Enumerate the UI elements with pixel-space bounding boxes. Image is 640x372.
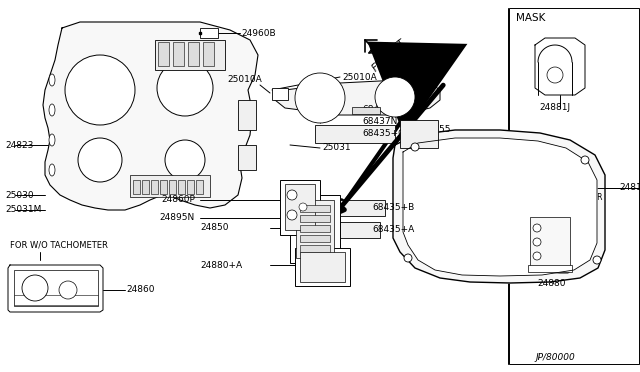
Bar [530, 217, 570, 267]
Bar [196, 180, 203, 194]
Circle shape [287, 190, 297, 200]
Bar [14, 270, 98, 306]
Text: 68437N: 68437N [362, 118, 397, 126]
Text: FOR W/O TACHOMETER: FOR W/O TACHOMETER [514, 192, 602, 202]
Text: 24813: 24813 [619, 183, 640, 192]
Text: 24855: 24855 [422, 125, 451, 135]
Text: 24960B: 24960B [241, 29, 276, 38]
Text: 4WD: 4WD [548, 77, 562, 83]
Bar [155, 40, 225, 70]
Circle shape [59, 281, 77, 299]
Text: 24823: 24823 [5, 141, 33, 150]
Text: 25031: 25031 [322, 144, 351, 153]
Text: 24881J: 24881J [539, 103, 570, 112]
Polygon shape [393, 130, 605, 283]
Ellipse shape [49, 104, 55, 116]
Circle shape [533, 252, 541, 260]
Circle shape [404, 254, 412, 262]
Text: 24850: 24850 [200, 224, 228, 232]
Text: 24880: 24880 [537, 279, 566, 288]
Bar [160, 180, 167, 194]
Bar [300, 215, 330, 222]
Text: 68435+A: 68435+A [372, 225, 414, 234]
Bar [300, 205, 330, 212]
Text: 25030: 25030 [5, 190, 34, 199]
Text: 24860: 24860 [126, 285, 154, 295]
Text: 68435+B: 68435+B [372, 203, 414, 212]
Bar [295, 248, 350, 286]
Bar [290, 195, 340, 263]
Polygon shape [535, 38, 585, 95]
Bar [400, 120, 438, 148]
Ellipse shape [49, 134, 55, 146]
Bar [296, 200, 334, 258]
Bar [315, 125, 395, 143]
Polygon shape [43, 22, 258, 210]
Text: 25031M: 25031M [5, 205, 42, 215]
Circle shape [287, 210, 297, 220]
Bar [280, 180, 320, 235]
Bar [285, 184, 315, 230]
Circle shape [547, 67, 563, 83]
Bar [14, 295, 98, 305]
Bar [203, 42, 214, 66]
Polygon shape [403, 138, 597, 276]
Bar [352, 107, 380, 114]
Circle shape [295, 73, 345, 123]
Bar [158, 42, 169, 66]
Circle shape [593, 256, 601, 264]
Ellipse shape [49, 74, 55, 86]
Bar [315, 200, 385, 216]
Bar [509, 8, 639, 364]
Text: 25010A: 25010A [342, 73, 377, 81]
Text: F: F [44, 292, 47, 296]
Bar [238, 145, 256, 170]
Polygon shape [523, 212, 575, 273]
Circle shape [65, 55, 135, 125]
Bar [315, 222, 380, 238]
Text: 24860P: 24860P [161, 196, 195, 205]
Polygon shape [275, 80, 440, 115]
Circle shape [411, 143, 419, 151]
Text: JP/80000: JP/80000 [535, 353, 575, 362]
Text: FRONT: FRONT [375, 38, 408, 66]
Circle shape [533, 224, 541, 232]
Circle shape [581, 156, 589, 164]
Text: 24880+A: 24880+A [200, 260, 242, 269]
Text: FRONT: FRONT [370, 42, 403, 74]
Circle shape [299, 203, 307, 211]
Bar [300, 225, 330, 232]
Circle shape [375, 77, 415, 117]
Bar [300, 235, 330, 242]
Circle shape [165, 140, 205, 180]
Bar [130, 175, 210, 197]
Text: 25010A: 25010A [227, 76, 262, 84]
Bar [178, 180, 185, 194]
Bar [238, 100, 256, 130]
Bar [187, 180, 194, 194]
Bar [188, 42, 199, 66]
Bar [133, 180, 140, 194]
Bar [169, 180, 176, 194]
Text: E: E [18, 292, 21, 296]
Text: 24895N: 24895N [160, 214, 195, 222]
Bar [151, 180, 158, 194]
Bar [272, 88, 288, 100]
Text: FOR W/O TACHOMETER: FOR W/O TACHOMETER [10, 241, 108, 250]
Bar [300, 252, 345, 282]
Polygon shape [8, 265, 103, 312]
Text: MASK: MASK [516, 13, 545, 23]
Bar [528, 265, 572, 272]
Circle shape [157, 60, 213, 116]
Bar [142, 180, 149, 194]
Circle shape [533, 238, 541, 246]
Bar [173, 42, 184, 66]
Circle shape [22, 275, 48, 301]
Text: 68437M: 68437M [362, 106, 398, 115]
Bar [200, 28, 218, 38]
Circle shape [78, 138, 122, 182]
Bar [300, 245, 330, 252]
Text: 68435+C: 68435+C [362, 129, 404, 138]
Ellipse shape [49, 164, 55, 176]
